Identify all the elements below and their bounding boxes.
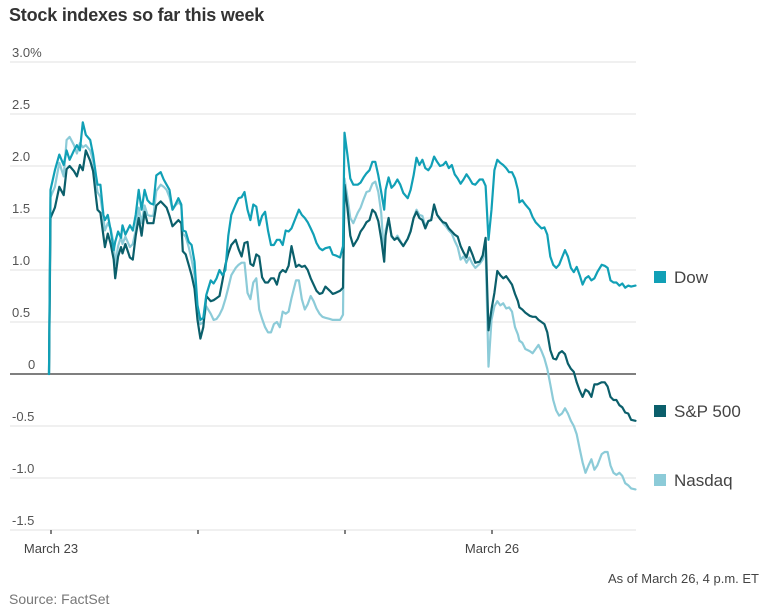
y-tick-label: 2.5 (12, 97, 30, 112)
y-axis-ticks: 3.0% 2.5 2.0 1.5 1.0 0.5 0 -0.5 -1.0 -1.5 (12, 45, 42, 528)
x-axis-ticks: March 23 March 26 (24, 530, 519, 556)
series-line-sp500 (47, 149, 637, 422)
y-tick-label: -1.5 (12, 513, 34, 528)
y-tick-label: 2.0 (12, 149, 30, 164)
gridlines (10, 61, 636, 531)
legend-label-dow: Dow (674, 268, 709, 287)
source-note: Source: FactSet (9, 591, 110, 607)
series-line-nasdaq (47, 135, 637, 491)
x-tick-label: March 26 (465, 541, 519, 556)
legend-swatch-nasdaq (654, 474, 666, 486)
y-tick-label: 1.0 (12, 253, 30, 268)
y-tick-label: -0.5 (12, 409, 34, 424)
x-tick-label: March 23 (24, 541, 78, 556)
legend-swatch-sp500 (654, 405, 666, 417)
y-tick-label: 0.5 (12, 305, 30, 320)
legend-swatch-dow (654, 271, 666, 283)
series-line-dow (47, 121, 637, 376)
chart-title: Stock indexes so far this week (9, 5, 265, 25)
timestamp-note: As of March 26, 4 p.m. ET (608, 571, 759, 586)
y-tick-label: 1.5 (12, 201, 30, 216)
series-lines (47, 121, 637, 491)
legend-label-sp500: S&P 500 (674, 402, 741, 421)
legend: Dow S&P 500 Nasdaq (654, 268, 741, 490)
y-tick-label: -1.0 (12, 461, 34, 476)
legend-label-nasdaq: Nasdaq (674, 471, 733, 490)
y-tick-label: 0 (28, 357, 35, 372)
y-tick-label: 3.0% (12, 45, 42, 60)
